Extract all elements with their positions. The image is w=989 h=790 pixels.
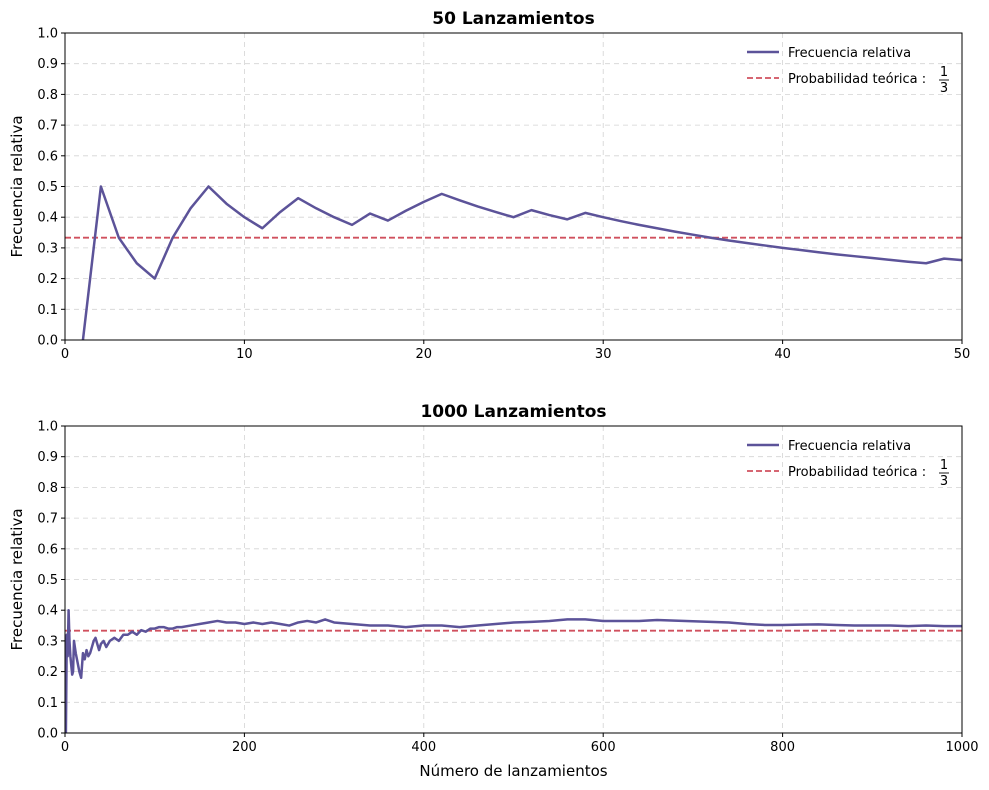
y-tick-label: 0.7 xyxy=(37,512,58,527)
x-tick-label: 10 xyxy=(236,347,253,362)
x-tick-label: 200 xyxy=(232,740,257,755)
x-tick-label: 600 xyxy=(591,740,616,755)
x-tick-label: 30 xyxy=(595,347,612,362)
y-tick-label: 0.1 xyxy=(37,696,58,711)
y-axis-label: Frecuencia relativa xyxy=(8,508,26,650)
legend-label-reference: Probabilidad teórica : xyxy=(788,465,926,480)
legend-fraction-denominator: 3 xyxy=(940,474,948,489)
relative-frequency-line xyxy=(81,185,963,341)
y-tick-label: 0.5 xyxy=(37,573,58,588)
legend-fraction-numerator: 1 xyxy=(940,65,948,80)
chart-panel-50: 0 10 20 30 40 50 0.0 0.1 0.2 0.3 0.4 0.5 0.6 0.7 0.8 0.… xyxy=(8,9,970,362)
chart-title: 1000 Lanzamientos xyxy=(420,402,606,422)
y-tick-label: 0.2 xyxy=(37,272,58,287)
y-tick-label: 0.0 xyxy=(37,334,58,349)
y-axis-label: Frecuencia relativa xyxy=(8,115,26,257)
legend: Frecuencia relativa Probabilidad teórica… xyxy=(747,46,949,96)
x-tick-label: 800 xyxy=(770,740,795,755)
y-tick-label: 0.1 xyxy=(37,303,58,318)
legend-fraction-denominator: 3 xyxy=(940,81,948,96)
x-tick-label: 1000 xyxy=(945,740,978,755)
y-tick-label: 0.3 xyxy=(37,241,58,256)
y-tick-label: 0.6 xyxy=(37,149,58,164)
y-tick-label: 0.6 xyxy=(37,542,58,557)
chart-title: 50 Lanzamientos xyxy=(432,9,594,29)
y-tick-label: 0.7 xyxy=(37,119,58,134)
y-tick-label: 1.0 xyxy=(37,420,58,435)
x-tick-label: 0 xyxy=(61,347,69,362)
x-tick-label: 40 xyxy=(774,347,791,362)
y-tick-label: 0.5 xyxy=(37,180,58,195)
x-tick-label: 0 xyxy=(61,740,69,755)
y-tick-label: 0.8 xyxy=(37,88,58,103)
chart-panel-1000: 0 200 400 600 800 1000 0.0 0.1 0.2 0.3 0.4 0.5 0.6 0.… xyxy=(8,402,979,780)
y-tick-label: 0.3 xyxy=(37,634,58,649)
relative-frequency-line xyxy=(64,608,962,734)
y-tick-label: 0.9 xyxy=(37,450,58,465)
x-tick-label: 20 xyxy=(416,347,433,362)
y-tick-label: 1.0 xyxy=(37,27,58,42)
y-tick-label: 0.2 xyxy=(37,665,58,680)
legend: Frecuencia relativa Probabilidad teórica… xyxy=(747,439,949,489)
y-tick-label: 0.8 xyxy=(37,481,58,496)
x-tick-label: 50 xyxy=(954,347,971,362)
y-tick-label: 0.4 xyxy=(37,211,58,226)
y-tick-label: 0.0 xyxy=(37,727,58,742)
legend-fraction-numerator: 1 xyxy=(940,458,948,473)
x-tick-label: 400 xyxy=(411,740,436,755)
y-tick-label: 0.4 xyxy=(37,604,58,619)
legend-label-reference: Probabilidad teórica : xyxy=(788,72,926,87)
legend-label-series: Frecuencia relativa xyxy=(788,439,911,454)
x-axis-label: Número de lanzamientos xyxy=(419,762,607,780)
y-tick-label: 0.9 xyxy=(37,57,58,72)
legend-label-series: Frecuencia relativa xyxy=(788,46,911,61)
